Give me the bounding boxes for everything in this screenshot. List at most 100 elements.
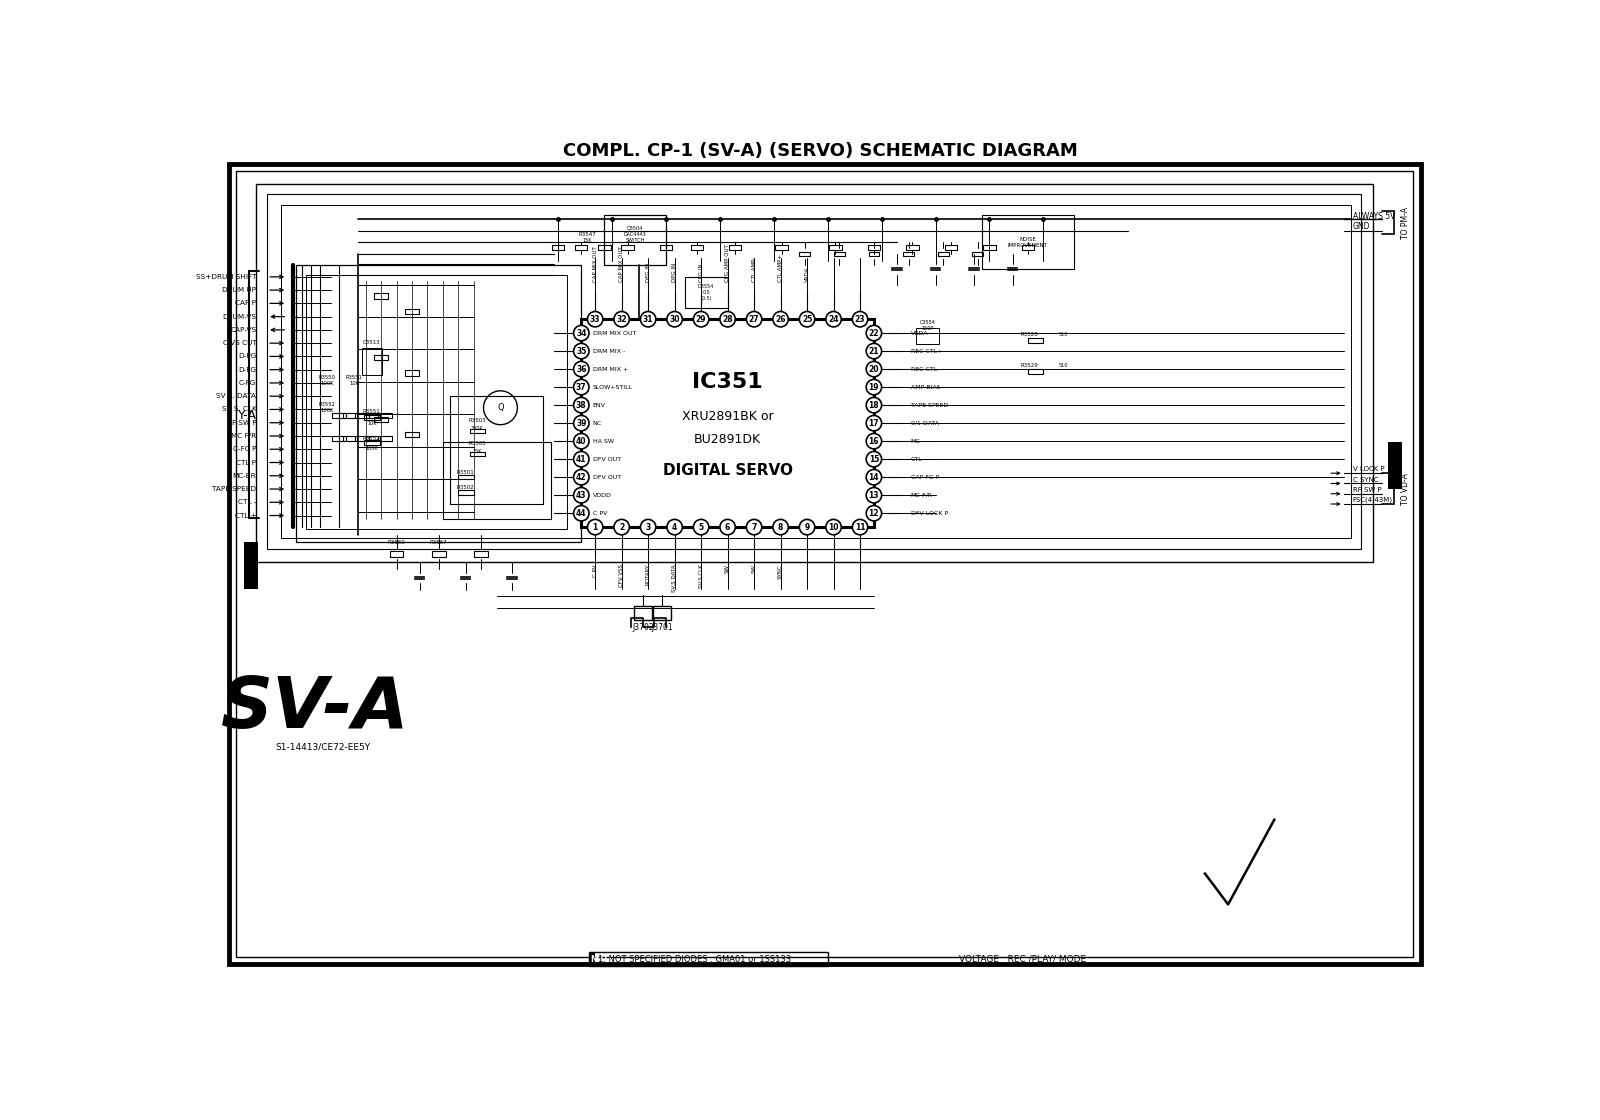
Text: DRUM UP: DRUM UP: [222, 287, 256, 293]
Text: ENV: ENV: [594, 402, 606, 408]
Text: SW: SW: [752, 564, 757, 573]
Text: CTL: CTL: [910, 457, 923, 461]
Circle shape: [574, 505, 589, 521]
Text: R3528: R3528: [1021, 333, 1038, 337]
Text: CTL +: CTL +: [235, 513, 256, 519]
Text: SV.S DATA: SV.S DATA: [672, 564, 677, 591]
Bar: [581, 319, 874, 528]
Text: 510: 510: [1059, 363, 1069, 367]
Circle shape: [773, 520, 789, 534]
Text: 2: 2: [619, 523, 624, 532]
Text: NOISE
IMPROVEMENT: NOISE IMPROVEMENT: [1008, 236, 1048, 248]
Text: 13: 13: [869, 491, 878, 500]
Text: CTL AMP+: CTL AMP+: [778, 254, 782, 282]
Circle shape: [853, 311, 867, 327]
Text: 330K: 330K: [470, 426, 483, 431]
Text: DFV OUT: DFV OUT: [594, 475, 621, 479]
Text: C-FC P: C-FC P: [234, 446, 256, 452]
Text: DRM MIX OUT: DRM MIX OUT: [594, 330, 637, 336]
Text: 10K: 10K: [366, 421, 376, 426]
Text: DFG IN: DFG IN: [646, 263, 651, 282]
Text: J3701: J3701: [651, 624, 674, 633]
Text: 43: 43: [576, 491, 587, 500]
Bar: [405, 309, 419, 315]
Circle shape: [866, 416, 882, 431]
Text: VDDD: VDDD: [594, 493, 611, 497]
Circle shape: [866, 344, 882, 358]
Text: 17: 17: [869, 419, 880, 428]
Text: R3550
100K: R3550 100K: [318, 375, 336, 386]
Text: 15: 15: [869, 455, 878, 464]
Text: 28: 28: [722, 315, 733, 324]
Text: 16: 16: [869, 437, 878, 446]
Bar: [552, 245, 565, 250]
Circle shape: [574, 362, 589, 376]
Text: 6: 6: [725, 523, 730, 532]
Text: 22: 22: [869, 328, 878, 337]
Text: MC: MC: [910, 439, 920, 444]
Text: SV.S CLK: SV.S CLK: [699, 564, 704, 588]
Bar: [245, 542, 258, 589]
Text: 42: 42: [576, 473, 587, 482]
Circle shape: [866, 505, 882, 521]
Bar: [306, 274, 568, 529]
Text: IC351: IC351: [693, 372, 763, 392]
Bar: [829, 245, 842, 250]
Text: R3560: R3560: [387, 540, 405, 545]
Text: R3505: R3505: [469, 441, 486, 447]
Text: CFV VSS: CFV VSS: [619, 564, 624, 587]
Bar: [659, 245, 672, 250]
Text: 15K: 15K: [472, 449, 482, 454]
Text: R3551
10K: R3551 10K: [346, 375, 363, 386]
Circle shape: [614, 520, 629, 534]
Text: 15K: 15K: [582, 239, 592, 243]
Text: 35: 35: [576, 346, 587, 355]
Text: RF SW P: RF SW P: [1354, 487, 1381, 493]
Bar: [366, 436, 381, 441]
Text: SYNC: SYNC: [778, 564, 782, 579]
Text: COMPL. CP-1 (SV-A) (SERVO) SCHEMATIC DIAGRAM: COMPL. CP-1 (SV-A) (SERVO) SCHEMATIC DIA…: [563, 142, 1077, 160]
Bar: [869, 252, 880, 255]
Circle shape: [746, 311, 762, 327]
Text: 510: 510: [1059, 333, 1069, 337]
Circle shape: [693, 311, 709, 327]
Text: FSC(4.43M): FSC(4.43M): [1354, 497, 1394, 503]
Text: CTL P: CTL P: [237, 459, 256, 466]
Text: VOLTAGE   REC /PLAY/ MODE: VOLTAGE REC /PLAY/ MODE: [958, 954, 1086, 963]
Circle shape: [574, 433, 589, 449]
Text: CAP P: CAP P: [235, 300, 256, 307]
Text: 23: 23: [854, 315, 866, 324]
Circle shape: [866, 451, 882, 467]
Bar: [634, 606, 653, 620]
Text: REC CTL-: REC CTL-: [910, 366, 939, 372]
Text: 9: 9: [805, 523, 810, 532]
Bar: [938, 252, 949, 255]
Text: 30: 30: [669, 315, 680, 324]
Text: R3501: R3501: [458, 470, 475, 475]
Bar: [867, 245, 880, 250]
Bar: [451, 396, 542, 504]
Bar: [355, 413, 368, 418]
Text: MC-F/R: MC-F/R: [910, 493, 933, 497]
Circle shape: [800, 311, 814, 327]
Circle shape: [720, 311, 736, 327]
Text: RF SW P: RF SW P: [227, 420, 256, 426]
Text: 3: 3: [645, 523, 651, 532]
Circle shape: [746, 520, 762, 534]
Text: ALWAYS 5V: ALWAYS 5V: [1354, 212, 1395, 221]
Text: C-FG: C-FG: [238, 380, 256, 386]
Text: C PV: C PV: [592, 564, 598, 577]
Text: REC CTL+: REC CTL+: [910, 348, 942, 354]
Circle shape: [574, 469, 589, 485]
Text: Y-A: Y-A: [238, 409, 256, 422]
Text: DFV OUT: DFV OUT: [594, 457, 621, 461]
Bar: [944, 245, 957, 250]
Text: CAP MIX OUT: CAP MIX OUT: [619, 246, 624, 282]
Text: 31: 31: [643, 315, 653, 324]
Bar: [458, 491, 474, 495]
Text: SV-A: SV-A: [221, 673, 410, 743]
Bar: [776, 245, 787, 250]
Circle shape: [667, 311, 682, 327]
Text: C PV: C PV: [594, 511, 606, 515]
Text: DIGITAL SERVO: DIGITAL SERVO: [662, 464, 792, 478]
